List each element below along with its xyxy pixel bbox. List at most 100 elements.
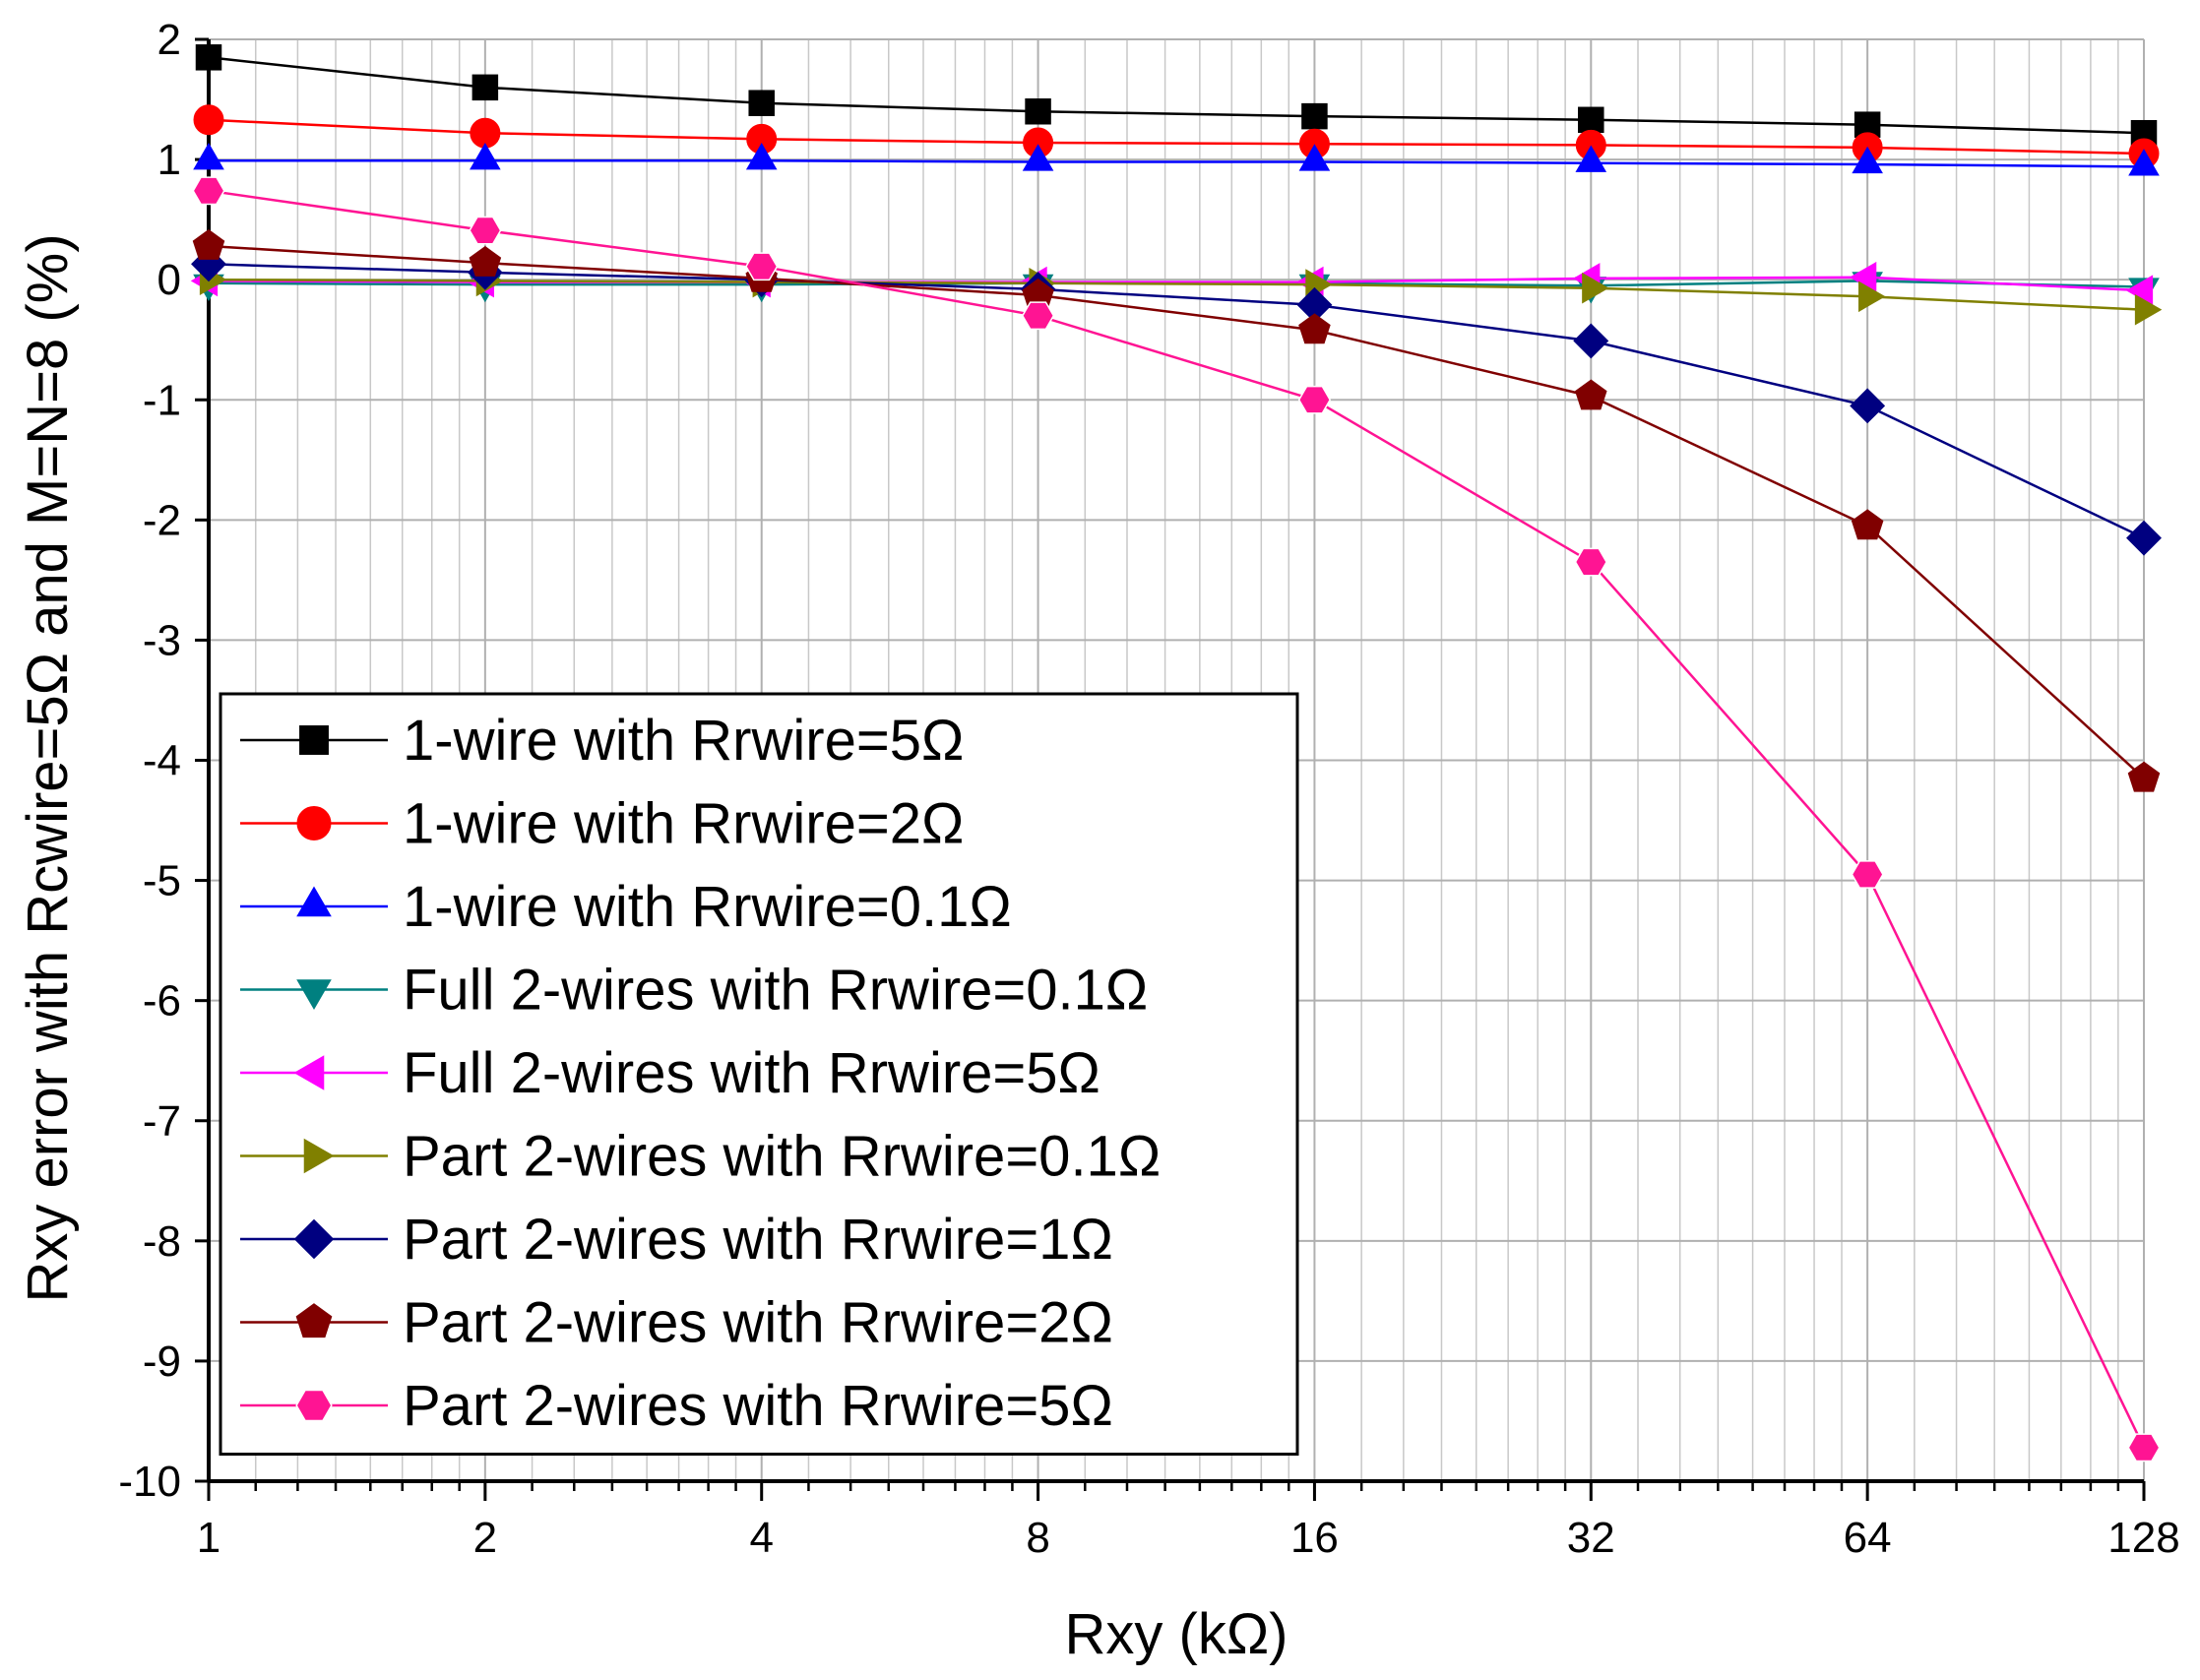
y-tick-label: -1: [143, 376, 181, 424]
series-line: [208, 189, 2146, 1449]
x-tick-label: 2: [473, 1514, 497, 1562]
x-tick-label: 4: [749, 1514, 773, 1562]
data-point: [1025, 98, 1051, 125]
data-point: [195, 44, 222, 71]
data-point: [192, 176, 225, 206]
y-tick-label: -3: [143, 616, 181, 664]
legend-item: Part 2-wires with Rrwire=0.1Ω: [240, 1125, 1161, 1189]
x-tick-label: 16: [1290, 1514, 1339, 1562]
legend-label: Part 2-wires with Rrwire=5Ω: [403, 1374, 1113, 1438]
legend-marker: [296, 979, 332, 1011]
data-point: [1573, 323, 1609, 359]
data-point: [1578, 106, 1604, 134]
legend-marker: [303, 1138, 335, 1174]
data-point: [1851, 860, 1884, 889]
x-tick-label: 1: [197, 1514, 220, 1562]
data-point: [469, 216, 502, 245]
series-line: [209, 159, 2145, 168]
data-point: [1850, 388, 1886, 424]
series-2: [193, 104, 2160, 169]
data-point: [1022, 144, 1054, 171]
data-point: [193, 143, 224, 170]
legend-marker: [295, 1303, 333, 1338]
series-line: [208, 56, 2145, 135]
data-point: [1298, 144, 1331, 171]
y-tick-label: -5: [143, 857, 181, 905]
data-point: [1296, 286, 1333, 323]
legend-label: Full 2-wires with Rrwire=0.1Ω: [403, 959, 1148, 1023]
data-point: [2127, 1433, 2161, 1462]
data-point: [471, 74, 499, 101]
y-tick-label: -10: [118, 1458, 181, 1506]
series-9: [192, 176, 2161, 1462]
data-point: [2134, 293, 2163, 326]
legend-label: Part 2-wires with Rrwire=2Ω: [403, 1291, 1113, 1355]
y-tick-label: -8: [143, 1217, 181, 1266]
data-point: [1851, 509, 1884, 540]
series-line: [208, 118, 2145, 156]
y-tick-label: -7: [143, 1097, 181, 1146]
x-axis-title: Rxy (kΩ): [1065, 1602, 1289, 1666]
x-tick-label: 128: [2107, 1514, 2179, 1562]
legend-marker: [296, 806, 332, 840]
y-tick-label: 0: [157, 256, 181, 304]
legend-item: Part 2-wires with Rrwire=5Ω: [240, 1374, 1113, 1438]
data-point: [469, 245, 502, 277]
legend-marker: [293, 1218, 335, 1260]
data-point: [470, 143, 501, 170]
legend-label: 1-wire with Rrwire=0.1Ω: [403, 875, 1012, 939]
legend-label: 1-wire with Rrwire=5Ω: [403, 709, 964, 773]
data-point: [1574, 547, 1607, 577]
data-point: [1858, 280, 1886, 313]
legend-label: 1-wire with Rrwire=2Ω: [403, 792, 964, 856]
data-point: [192, 228, 225, 260]
legend-item: Part 2-wires with Rrwire=2Ω: [240, 1291, 1113, 1355]
legend-marker: [296, 886, 332, 917]
data-point: [1298, 313, 1331, 344]
series-layer: [190, 44, 2163, 1462]
legend-marker: [299, 725, 329, 755]
legend-item: Full 2-wires with Rrwire=5Ω: [240, 1041, 1100, 1105]
data-point: [1297, 385, 1332, 414]
legend-item: Part 2-wires with Rrwire=1Ω: [240, 1208, 1113, 1272]
data-point: [193, 104, 224, 136]
legend-label: Full 2-wires with Rrwire=5Ω: [403, 1041, 1100, 1105]
legend-label: Part 2-wires with Rrwire=1Ω: [403, 1208, 1113, 1272]
data-point: [1301, 102, 1328, 130]
data-point: [748, 90, 775, 116]
legend-item: 1-wire with Rrwire=2Ω: [240, 792, 964, 856]
y-tick-label: -4: [143, 737, 181, 785]
legend-marker: [293, 1055, 325, 1090]
legend-label: Part 2-wires with Rrwire=0.1Ω: [403, 1125, 1161, 1189]
y-tick-label: -9: [143, 1338, 181, 1386]
x-tick-label: 32: [1567, 1514, 1615, 1562]
data-point: [1575, 145, 1607, 172]
y-tick-label: 2: [157, 16, 181, 64]
data-point: [1852, 146, 1883, 174]
legend-item: 1-wire with Rrwire=0.1Ω: [240, 875, 1012, 939]
legend-marker: [295, 1389, 333, 1422]
x-tick-label: 8: [1026, 1514, 1049, 1562]
x-tick-label: 64: [1844, 1514, 1892, 1562]
y-tick-label: -6: [143, 977, 181, 1026]
y-axis-title: Rxy error with Rcwire=5Ω and M=N=8 (%): [16, 233, 80, 1302]
legend-item: Full 2-wires with Rrwire=0.1Ω: [240, 959, 1148, 1023]
data-point: [2126, 520, 2162, 556]
data-point: [1021, 301, 1055, 331]
legend-box: [219, 692, 1299, 1456]
data-point: [2127, 761, 2161, 792]
data-point: [2128, 149, 2160, 176]
y-tick-label: -2: [143, 496, 181, 544]
legend-item: 1-wire with Rrwire=5Ω: [240, 709, 964, 773]
series-line: [208, 278, 2145, 311]
series-3: [193, 143, 2160, 176]
ticks: 2 1 0 -1 -2 -3 -4 -5 -6 -7 -8 -9 -10 1 2 4 8 16 32 64 128: [118, 16, 2179, 1562]
y-tick-label: 1: [157, 136, 181, 184]
data-point: [745, 252, 779, 281]
series-line: [208, 263, 2145, 539]
data-point: [745, 143, 778, 170]
data-point: [1582, 272, 1609, 304]
legend: 1-wire with Rrwire=5Ω 1-wire with Rrwire=…: [219, 692, 1299, 1456]
series-line: [208, 244, 2145, 779]
